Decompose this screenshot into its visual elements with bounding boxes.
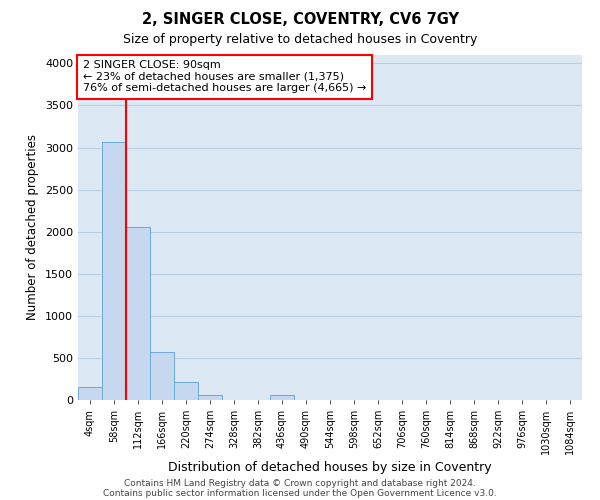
X-axis label: Distribution of detached houses by size in Coventry: Distribution of detached houses by size … (168, 461, 492, 474)
Text: Contains HM Land Registry data © Crown copyright and database right 2024.: Contains HM Land Registry data © Crown c… (124, 478, 476, 488)
Y-axis label: Number of detached properties: Number of detached properties (26, 134, 40, 320)
Bar (102, 142, 126, 400)
Bar (150, 352, 174, 400)
Bar (78, 388, 102, 400)
Text: Size of property relative to detached houses in Coventry: Size of property relative to detached ho… (123, 32, 477, 46)
Text: Contains public sector information licensed under the Open Government Licence v3: Contains public sector information licen… (103, 488, 497, 498)
Bar (270, 396, 294, 400)
Bar (198, 394, 222, 400)
Bar (174, 382, 198, 400)
Text: 2 SINGER CLOSE: 90sqm
← 23% of detached houses are smaller (1,375)
76% of semi-d: 2 SINGER CLOSE: 90sqm ← 23% of detached … (83, 60, 367, 94)
Bar (126, 226, 150, 400)
Text: 2, SINGER CLOSE, COVENTRY, CV6 7GY: 2, SINGER CLOSE, COVENTRY, CV6 7GY (142, 12, 458, 28)
